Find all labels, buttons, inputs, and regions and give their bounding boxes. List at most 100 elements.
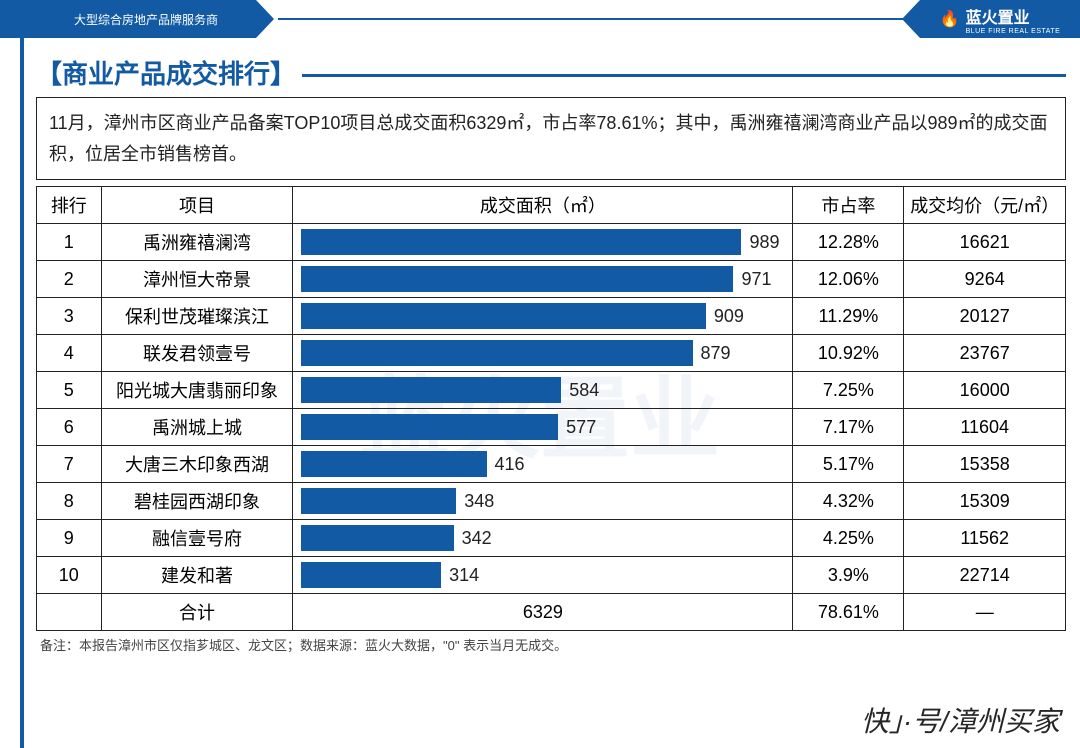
cell-project: 融信壹号府 bbox=[101, 520, 293, 557]
table-total-row: 合计 6329 78.61% — bbox=[37, 594, 1066, 631]
cell-area-bar: 416 bbox=[293, 446, 793, 483]
bar-value-label: 971 bbox=[741, 269, 771, 290]
cell-project: 漳州恒大帝景 bbox=[101, 261, 293, 298]
bar-fill bbox=[301, 229, 741, 255]
cell-rank: 5 bbox=[37, 372, 102, 409]
cell-rank: 6 bbox=[37, 409, 102, 446]
cell-area-bar: 909 bbox=[293, 298, 793, 335]
bar-value-label: 314 bbox=[449, 565, 479, 586]
main-content: 【商业产品成交排行】 11月，漳州市区商业产品备案TOP10项目总成交面积632… bbox=[36, 54, 1066, 654]
bar-value-label: 416 bbox=[495, 454, 525, 475]
table-row: 2漳州恒大帝景 971 12.06%9264 bbox=[37, 261, 1066, 298]
cell-price: 23767 bbox=[904, 335, 1066, 372]
cell-price: 9264 bbox=[904, 261, 1066, 298]
table-row: 3保利世茂璀璨滨江 909 11.29%20127 bbox=[37, 298, 1066, 335]
cell-project: 建发和著 bbox=[101, 557, 293, 594]
cell-price: 20127 bbox=[904, 298, 1066, 335]
total-label: 合计 bbox=[101, 594, 293, 631]
bar-fill bbox=[301, 488, 456, 514]
bar-fill bbox=[301, 266, 733, 292]
cell-rank: 8 bbox=[37, 483, 102, 520]
cell-project: 联发君领壹号 bbox=[101, 335, 293, 372]
bar-value-label: 909 bbox=[714, 306, 744, 327]
cell-price: 11562 bbox=[904, 520, 1066, 557]
col-header-area: 成交面积（㎡） bbox=[293, 187, 793, 224]
bar-fill bbox=[301, 525, 453, 551]
brand-logo-box: 🔥 蓝火置业 BLUE FIRE REAL ESTATE bbox=[920, 0, 1080, 38]
cell-price: 11604 bbox=[904, 409, 1066, 446]
table-row: 1禹洲雍禧澜湾98912.28%16621 bbox=[37, 224, 1066, 261]
cell-project: 保利世茂璀璨滨江 bbox=[101, 298, 293, 335]
table-row: 7大唐三木印象西湖 416 5.17%15358 bbox=[37, 446, 1066, 483]
bar-fill bbox=[301, 303, 705, 329]
cell-area-bar: 971 bbox=[293, 261, 793, 298]
bar-fill bbox=[301, 340, 692, 366]
col-header-rank: 排行 bbox=[37, 187, 102, 224]
bar-fill bbox=[301, 414, 558, 440]
bar-fill bbox=[301, 451, 486, 477]
watermark-corner: 快」·号/漳州买家 bbox=[861, 700, 1060, 740]
cell-share: 11.29% bbox=[793, 298, 904, 335]
cell-rank: 9 bbox=[37, 520, 102, 557]
ranking-table: 排行 项目 成交面积（㎡） 市占率 成交均价（元/㎡） 1禹洲雍禧澜湾 989 12… bbox=[36, 186, 1066, 631]
col-header-price: 成交均价（元/㎡） bbox=[904, 187, 1066, 224]
table-row: 5阳光城大唐翡丽印象 584 7.25%16000 bbox=[37, 372, 1066, 409]
left-accent-stripe bbox=[20, 0, 24, 748]
bar-value-label: 342 bbox=[462, 528, 492, 549]
cell-share: 4.25% bbox=[793, 520, 904, 557]
section-title: 【商业产品成交排行】 bbox=[36, 54, 296, 91]
total-price: — bbox=[904, 594, 1066, 631]
cell-share: 4.32% bbox=[793, 483, 904, 520]
cell-project: 阳光城大唐翡丽印象 bbox=[101, 372, 293, 409]
cell-project: 大唐三木印象西湖 bbox=[101, 446, 293, 483]
bar-value-label: 348 bbox=[464, 491, 494, 512]
bar-fill bbox=[301, 377, 561, 403]
cell-share: 7.25% bbox=[793, 372, 904, 409]
flame-icon: 🔥 bbox=[940, 9, 960, 29]
cell-rank: 4 bbox=[37, 335, 102, 372]
cell-share: 12.06% bbox=[793, 261, 904, 298]
header-divider-line bbox=[278, 18, 920, 20]
header-accent bbox=[0, 0, 36, 38]
cell-area-bar: 989 bbox=[293, 224, 793, 261]
col-header-project: 项目 bbox=[101, 187, 293, 224]
cell-area-bar: 314 bbox=[293, 557, 793, 594]
cell-area-bar: 584 bbox=[293, 372, 793, 409]
cell-rank: 10 bbox=[37, 557, 102, 594]
cell-price: 16621 bbox=[904, 224, 1066, 261]
cell-rank: 2 bbox=[37, 261, 102, 298]
table-row: 10建发和著 314 3.9%22714 bbox=[37, 557, 1066, 594]
bar-fill bbox=[301, 562, 441, 588]
table-row: 9融信壹号府 342 4.25%11562 bbox=[37, 520, 1066, 557]
cell-project: 禹洲雍禧澜湾 bbox=[101, 224, 293, 261]
cell-price: 15309 bbox=[904, 483, 1066, 520]
cell-area-bar: 348 bbox=[293, 483, 793, 520]
cell-project: 碧桂园西湖印象 bbox=[101, 483, 293, 520]
cell-price: 22714 bbox=[904, 557, 1066, 594]
bar-value-label: 879 bbox=[701, 343, 731, 364]
bar-value-label: 584 bbox=[569, 380, 599, 401]
page-header: 大型综合房地产品牌服务商 🔥 蓝火置业 BLUE FIRE REAL ESTAT… bbox=[0, 0, 1080, 38]
table-row: 6禹洲城上城5777.17%11604 bbox=[37, 409, 1066, 446]
cell-price: 15358 bbox=[904, 446, 1066, 483]
cell-share: 10.92% bbox=[793, 335, 904, 372]
cell-share: 5.17% bbox=[793, 446, 904, 483]
table-header-row: 排行 项目 成交面积（㎡） 市占率 成交均价（元/㎡） bbox=[37, 187, 1066, 224]
summary-box: 11月，漳州市区商业产品备案TOP10项目总成交面积6329㎡，市占率78.61… bbox=[36, 97, 1066, 180]
bar-value-label: 577 bbox=[566, 417, 596, 438]
total-blank bbox=[37, 594, 102, 631]
table-row: 4联发君领壹号 879 10.92%23767 bbox=[37, 335, 1066, 372]
col-header-share: 市占率 bbox=[793, 187, 904, 224]
section-title-row: 【商业产品成交排行】 bbox=[36, 54, 1066, 91]
cell-project: 禹洲城上城 bbox=[101, 409, 293, 446]
cell-area-bar: 879 bbox=[293, 335, 793, 372]
cell-share: 3.9% bbox=[793, 557, 904, 594]
cell-area-bar: 342 bbox=[293, 520, 793, 557]
cell-rank: 7 bbox=[37, 446, 102, 483]
total-area: 6329 bbox=[293, 594, 793, 631]
cell-price: 16000 bbox=[904, 372, 1066, 409]
cell-rank: 1 bbox=[37, 224, 102, 261]
section-title-underline bbox=[302, 74, 1066, 77]
cell-rank: 3 bbox=[37, 298, 102, 335]
bar-value-label: 989 bbox=[749, 232, 779, 253]
